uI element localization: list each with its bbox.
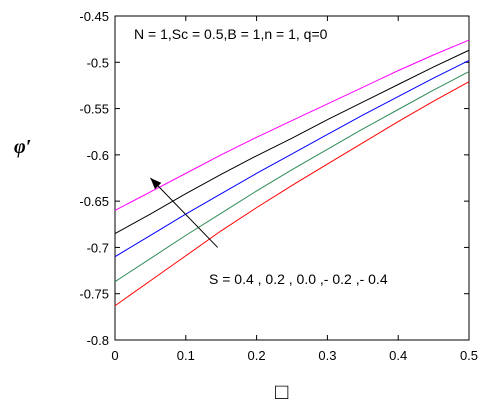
arrow-head bbox=[150, 178, 162, 190]
y-axis: -0.8 -0.75 -0.7 -0.65 -0.6 -0.55 -0.5 -0.45 bbox=[79, 9, 469, 348]
x-tick-label: 0.2 bbox=[248, 348, 266, 363]
y-tick-label: -0.65 bbox=[79, 194, 109, 209]
plot-area bbox=[114, 15, 470, 341]
series-line-4 bbox=[114, 71, 470, 283]
x-tick-label: 0.4 bbox=[389, 348, 407, 363]
x-tick-label: 0.3 bbox=[318, 348, 336, 363]
y-tick-label: -0.6 bbox=[87, 148, 109, 163]
y-tick-label: -0.5 bbox=[87, 55, 109, 70]
x-tick-label: 0 bbox=[111, 348, 118, 363]
series-group bbox=[114, 39, 470, 307]
y-axis-label: φ′ bbox=[14, 136, 31, 158]
s-values-annotation: S = 0.4 , 0.2 , 0.0 ,- 0.2 ,- 0.4 bbox=[209, 271, 388, 287]
annotation-arrow bbox=[150, 177, 219, 248]
x-axis: 0 0.1 0.2 0.3 0.4 0.5 bbox=[111, 16, 478, 363]
y-tick-label: -0.45 bbox=[79, 9, 109, 24]
y-tick-label: -0.8 bbox=[87, 333, 109, 348]
arrow-shaft bbox=[150, 177, 219, 248]
params-annotation: N = 1,Sc = 0.5,B = 1,n = 1, q=0 bbox=[134, 26, 328, 42]
x-tick-label: 0.1 bbox=[177, 348, 195, 363]
series-line-3 bbox=[114, 59, 470, 258]
x-tick-label: 0.5 bbox=[460, 348, 478, 363]
y-tick-label: -0.75 bbox=[79, 287, 109, 302]
series-line-5 bbox=[114, 81, 470, 307]
y-tick-label: -0.55 bbox=[79, 102, 109, 117]
y-tick-label: -0.7 bbox=[87, 240, 109, 255]
series-line-2 bbox=[114, 49, 470, 234]
x-axis-label: □ bbox=[275, 379, 288, 404]
series-line-1 bbox=[114, 39, 470, 211]
